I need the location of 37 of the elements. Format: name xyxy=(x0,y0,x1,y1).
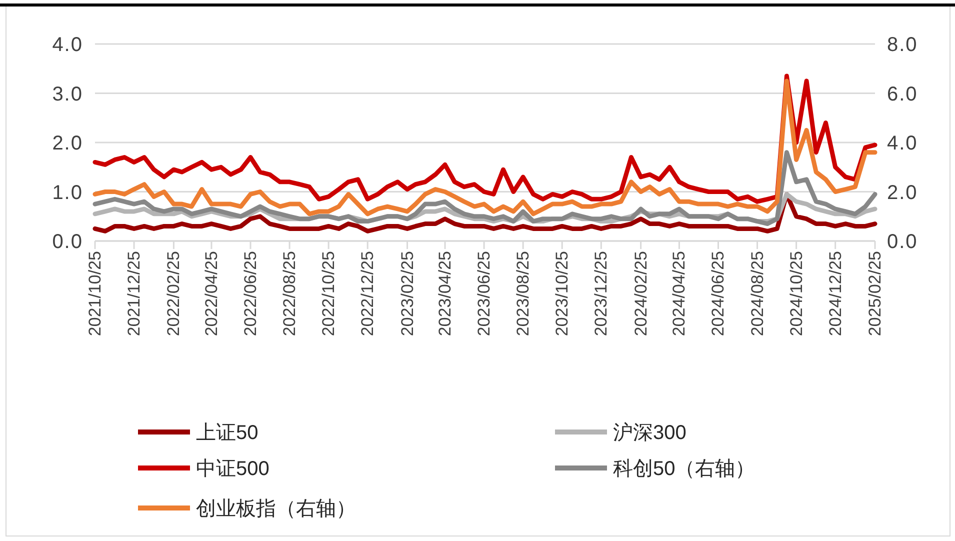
x-tick-label: 2024/08/25 xyxy=(748,251,767,336)
legend-label: 创业板指（右轴） xyxy=(196,498,356,520)
x-tick-label: 2023/08/25 xyxy=(514,251,533,336)
x-tick-label: 2022/10/25 xyxy=(319,251,338,336)
x-tick-label: 2024/10/25 xyxy=(786,251,806,336)
y-tick-label: 2.0 xyxy=(52,132,83,154)
line-series xyxy=(92,150,878,226)
x-tick-label: 2023/06/25 xyxy=(474,251,494,336)
x-tick-label: 2023/02/25 xyxy=(398,251,417,336)
y2-tick-label: 4.0 xyxy=(887,132,918,154)
y-tick-label: 0.0 xyxy=(52,231,83,253)
y2-tick-label: 6.0 xyxy=(887,83,918,106)
y-tick-label: 3.0 xyxy=(52,83,83,106)
x-tick-label: 2024/12/25 xyxy=(826,251,845,336)
x-tick-label: 2024/02/25 xyxy=(631,251,650,336)
y2-tick-label: 2.0 xyxy=(887,182,918,204)
x-tick-label: 2022/02/25 xyxy=(164,251,184,336)
legend-label: 中证500 xyxy=(196,458,270,480)
y-tick-label: 1.0 xyxy=(52,182,83,204)
y-tick-label: 4.0 xyxy=(52,34,83,56)
legend-label: 科创50（右轴） xyxy=(613,458,756,480)
y2-tick-label: 0.0 xyxy=(887,231,918,253)
x-tick-label: 2022/04/25 xyxy=(202,251,221,336)
y2-tick-label: 8.0 xyxy=(887,34,918,56)
x-tick-label: 2024/04/25 xyxy=(670,251,689,336)
x-tick-label: 2023/10/25 xyxy=(552,251,572,336)
x-tick-label: 2025/02/25 xyxy=(866,251,884,336)
x-tick-label: 2021/12/25 xyxy=(124,251,144,336)
x-tick-label: 2023/12/25 xyxy=(592,251,611,336)
x-tick-label: 2024/06/25 xyxy=(708,251,728,336)
legend-label: 沪深300 xyxy=(613,421,686,444)
x-tick-label: 2022/12/25 xyxy=(358,251,378,336)
x-tick-label: 2021/10/25 xyxy=(86,251,104,336)
legend-label: 上证50 xyxy=(196,422,258,444)
x-tick-label: 2022/06/25 xyxy=(240,251,260,336)
x-tick-label: 2023/04/25 xyxy=(436,251,455,336)
x-tick-label: 2022/08/25 xyxy=(280,251,300,336)
